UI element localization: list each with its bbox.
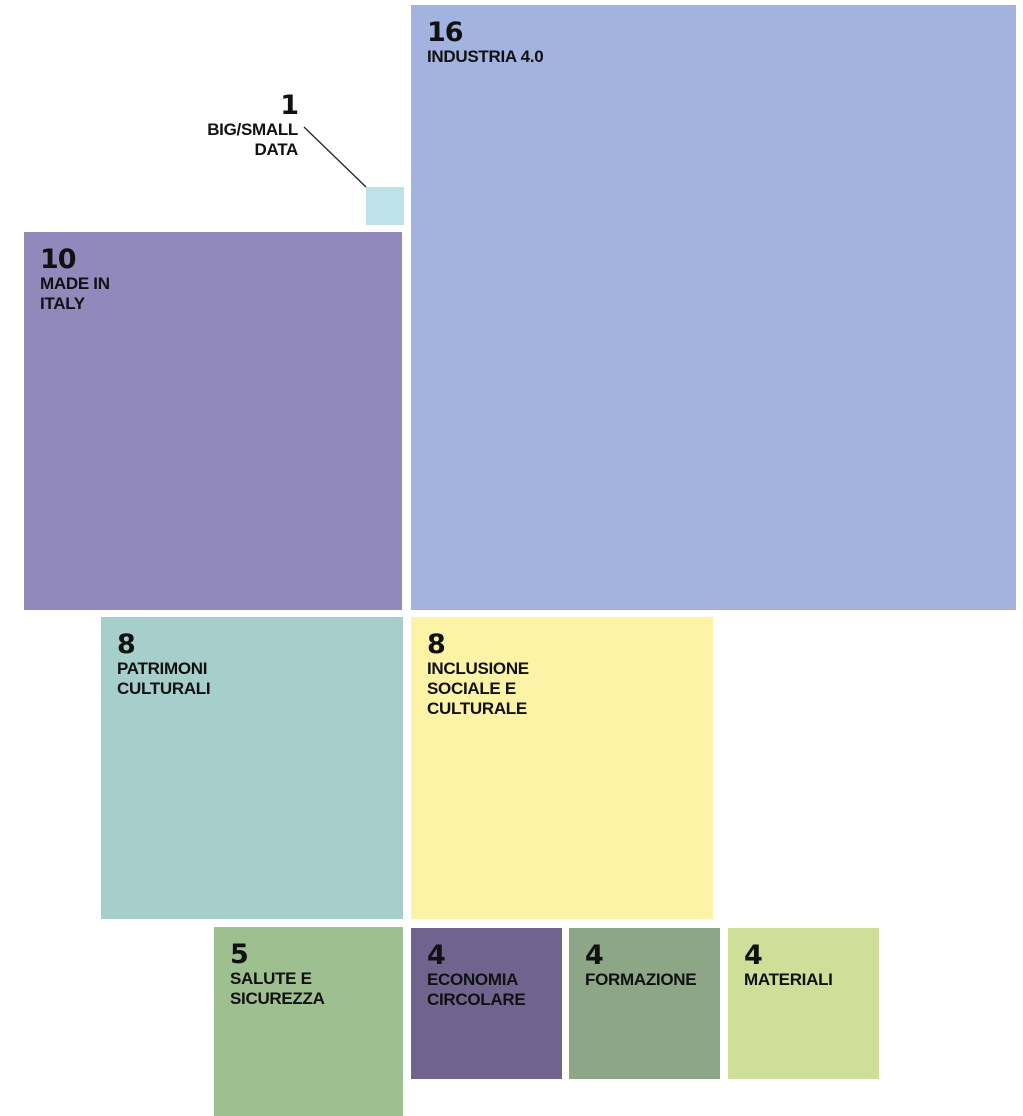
- square: [411, 5, 1016, 610]
- square-label: 8 PATRIMONI CULTURALI: [117, 631, 232, 699]
- value-label: 8: [117, 629, 136, 660]
- value-label: 16: [427, 17, 464, 48]
- category-label: MATERIALI: [744, 970, 833, 989]
- category-label: INDUSTRIA 4.0: [427, 47, 544, 66]
- square-label: 8 INCLUSIONE SOCIALE E CULTURALE: [427, 631, 542, 719]
- square-label: 4 MATERIALI: [744, 942, 884, 990]
- category-label: FORMAZIONE: [585, 970, 697, 989]
- square: [411, 617, 714, 920]
- value-label: 4: [427, 940, 446, 971]
- value-label: 4: [585, 940, 604, 971]
- square-label: 16 INDUSTRIA 4.0: [427, 19, 727, 67]
- value-label: 8: [427, 629, 446, 660]
- value-label: 10: [40, 244, 77, 275]
- square-label: 5 SALUTE E SICUREZZA: [230, 941, 345, 1009]
- square-label: 4 FORMAZIONE: [585, 942, 735, 990]
- category-label: PATRIMONI CULTURALI: [117, 659, 211, 698]
- square: [101, 617, 404, 920]
- square: [569, 928, 721, 1080]
- value-label: 1: [280, 90, 299, 121]
- square-label: 1 BIG/SMALL DATA: [148, 90, 299, 160]
- value-label: 5: [230, 939, 249, 970]
- category-label: SALUTE E SICUREZZA: [230, 969, 325, 1008]
- category-label: MADE IN ITALY: [40, 274, 110, 313]
- square-label: 10 MADE IN ITALY: [40, 246, 140, 314]
- category-label: BIG/SMALL DATA: [207, 120, 298, 159]
- square: [24, 232, 402, 610]
- value-label: 4: [744, 940, 763, 971]
- square: [411, 928, 563, 1080]
- square: [366, 187, 404, 225]
- square: [214, 927, 403, 1116]
- square: [728, 928, 880, 1080]
- square-label: 4 ECONOMIA CIRCOLARE: [427, 942, 552, 1010]
- leader-line: [303, 126, 367, 188]
- category-label: INCLUSIONE SOCIALE E CULTURALE: [427, 659, 529, 718]
- category-label: ECONOMIA CIRCOLARE: [427, 970, 526, 1009]
